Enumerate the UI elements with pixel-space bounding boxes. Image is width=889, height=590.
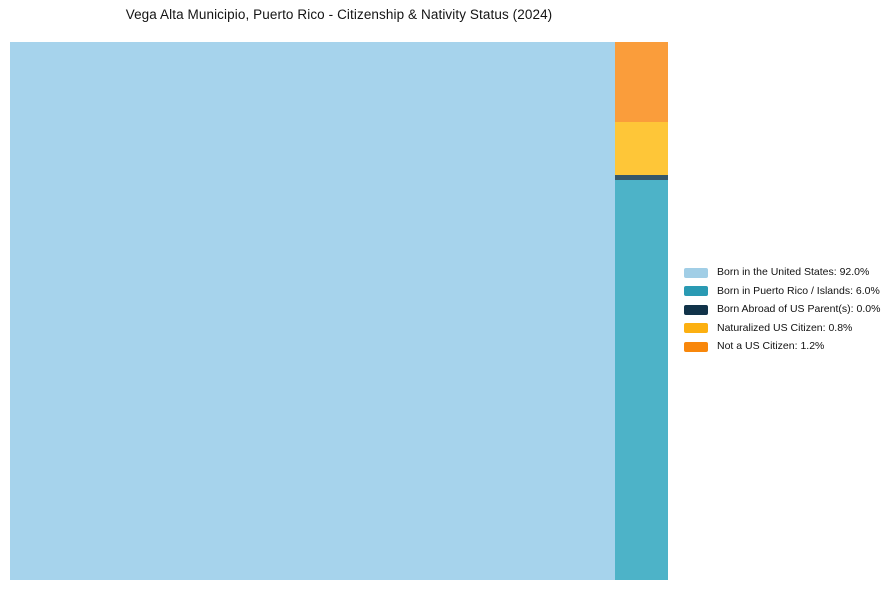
legend-item-label: Not a US Citizen: 1.2% (717, 340, 825, 352)
legend-item-label: Born Abroad of US Parent(s): 0.0% (717, 303, 881, 315)
legend-item-label: Naturalized US Citizen: 0.8% (717, 321, 853, 334)
treemap-tile-naturalized-us-citizen (615, 121, 668, 176)
treemap-tile-born-abroad-of-us-parents (615, 175, 668, 181)
treemap-tile-born-in-united-states (10, 42, 616, 580)
legend: Born in the United States: 92.0% Born in… (684, 266, 880, 359)
legend-item-label: Born in Puerto Rico / Islands: 6.0% (717, 284, 880, 297)
treemap-tile-not-a-us-citizen (615, 42, 668, 122)
legend-swatch-naturalized-us-citizen (684, 323, 708, 333)
legend-item: Born in Puerto Rico / Islands: 6.0% (684, 285, 880, 298)
chart-title: Vega Alta Municipio, Puerto Rico - Citiz… (125, 7, 553, 22)
legend-item: Born Abroad of US Parent(s): 0.0% (684, 303, 880, 316)
legend-item: Not a US Citizen: 1.2% (684, 340, 880, 353)
legend-item-label: Born in the United States: 92.0% (717, 266, 870, 278)
legend-item: Born in the United States: 92.0% (684, 266, 880, 279)
legend-item: Naturalized US Citizen: 0.8% (684, 322, 880, 335)
legend-swatch-not-a-us-citizen (684, 341, 708, 352)
legend-swatch-born-in-puerto-rico-islands (684, 286, 708, 296)
treemap (10, 42, 668, 580)
treemap-tile-born-in-puerto-rico-islands (615, 180, 668, 580)
treemap-remainder-column (615, 42, 668, 580)
legend-swatch-born-in-united-states (684, 267, 708, 278)
legend-swatch-born-abroad-of-us-parents (684, 304, 708, 315)
